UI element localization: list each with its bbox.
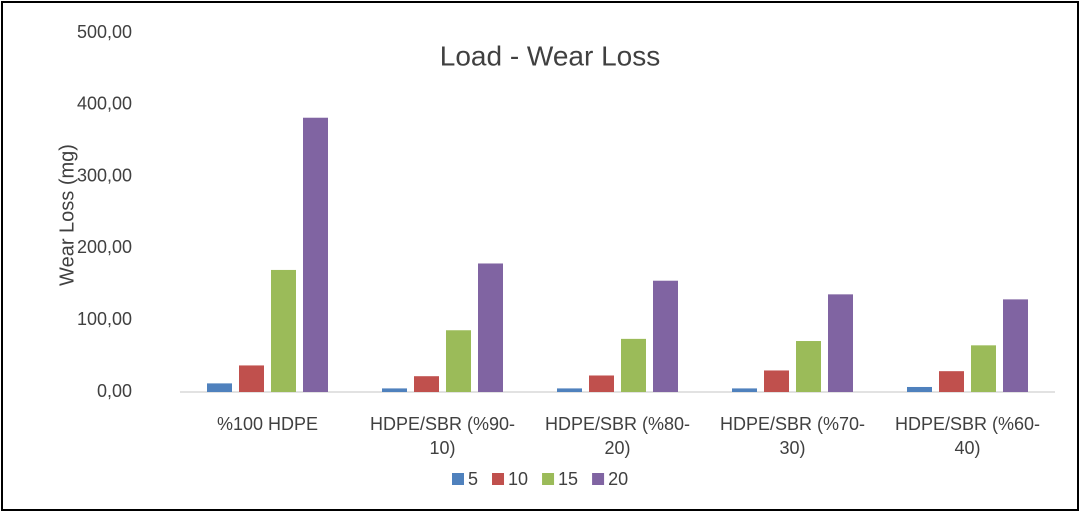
legend-swatch xyxy=(592,473,605,485)
legend-swatch xyxy=(542,473,555,485)
y-tick-label: 300,00 xyxy=(77,165,132,185)
x-tick-label: HDPE/SBR (%70-30) xyxy=(719,414,866,458)
x-tick-label: HDPE/SBR (%60-40) xyxy=(894,414,1041,458)
chart-title: Load - Wear Loss xyxy=(440,40,661,71)
legend-label: 10 xyxy=(508,469,528,489)
y-tick-label: 500,00 xyxy=(77,22,132,42)
legend-label: 15 xyxy=(558,469,578,489)
bar xyxy=(971,345,996,392)
bar xyxy=(382,388,407,392)
x-tick-label: %100 HDPE xyxy=(216,414,319,434)
bar xyxy=(796,341,821,392)
bar xyxy=(764,370,789,392)
bar xyxy=(239,365,264,392)
y-tick-label: 0,00 xyxy=(97,381,132,401)
bar xyxy=(271,269,296,392)
bar xyxy=(478,263,503,392)
bar xyxy=(207,383,232,392)
bar xyxy=(589,375,614,392)
bar xyxy=(621,338,646,392)
bar xyxy=(414,376,439,392)
y-axis-title: Wear Loss (mg) xyxy=(56,144,78,286)
bar xyxy=(303,117,328,392)
bar xyxy=(1003,299,1028,392)
legend-swatch xyxy=(452,473,464,485)
bar xyxy=(446,330,471,392)
y-tick-label: 400,00 xyxy=(77,94,132,114)
legend-label: 5 xyxy=(468,469,478,489)
bar xyxy=(939,371,964,392)
x-tick-label: HDPE/SBR (%90-10) xyxy=(369,414,516,458)
bar xyxy=(653,280,678,392)
bar xyxy=(828,294,853,392)
y-tick-label: 100,00 xyxy=(77,309,132,329)
legend-swatch xyxy=(492,473,505,485)
legend-label: 20 xyxy=(608,469,628,489)
x-tick-label: HDPE/SBR (%80-20) xyxy=(544,414,691,458)
bar xyxy=(907,386,932,392)
bar xyxy=(557,388,582,392)
bar xyxy=(732,388,757,392)
y-tick-label: 200,00 xyxy=(77,237,132,257)
